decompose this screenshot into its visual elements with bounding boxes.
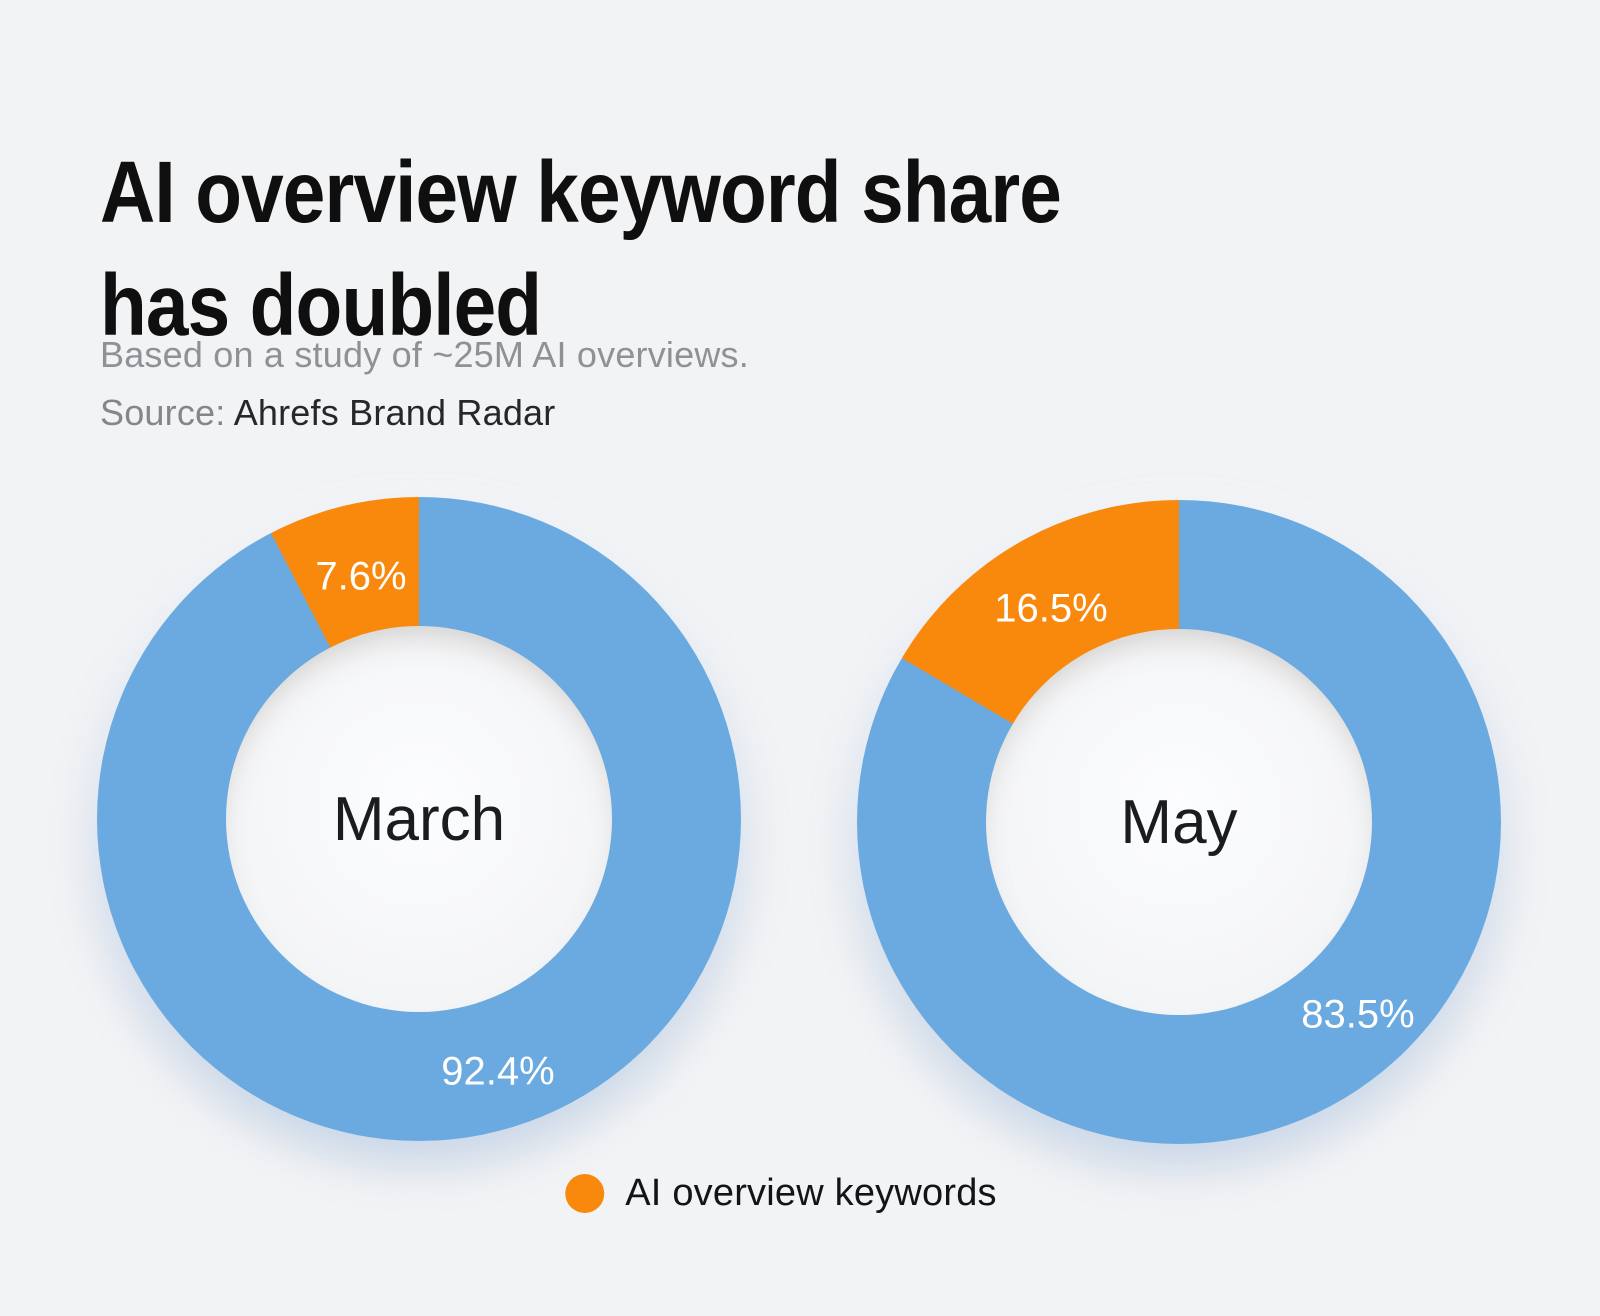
chart-legend: AI overview keywords [565,1172,997,1215]
donut-chart-may: May 16.5% 83.5% [857,500,1501,1144]
chart-subtitle: Based on a study of ~25M AI overviews. [100,334,749,375]
legend-dot-icon [565,1174,605,1213]
donut-center-label-march: March [332,784,506,854]
chart-subhead: Based on a study of ~25M AI overviews. S… [100,326,749,442]
slice-label-march-ai-overview: 7.6% [315,554,407,599]
donut-hole-may: May [986,629,1372,1015]
slice-label-march-other: 92.4% [441,1049,555,1094]
chart-title-line-1: AI overview keyword share [100,144,1062,242]
slice-label-may-other: 83.5% [1301,992,1415,1037]
chart-title-line-2: has doubled [100,257,542,355]
legend-label: AI overview keywords [625,1172,997,1214]
source-label: Source: [100,392,234,433]
chart-source-line: Source: Ahrefs Brand Radar [100,384,749,442]
slice-label-may-ai-overview: 16.5% [994,586,1108,631]
donut-center-label-may: May [1120,787,1238,857]
donut-hole-march: March [226,626,612,1012]
chart-title: AI overview keyword share has doubled [100,136,1192,362]
source-value: Ahrefs Brand Radar [233,392,556,433]
donut-chart-march: March 7.6% 92.4% [97,497,741,1141]
